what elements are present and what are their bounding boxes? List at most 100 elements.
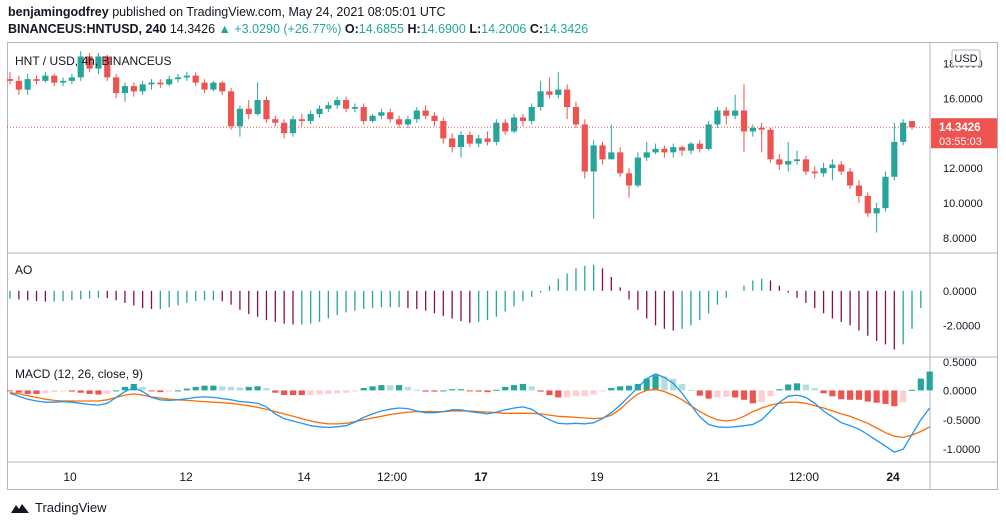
candle: [855, 180, 863, 203]
candle-body: [900, 122, 907, 142]
candle-body: [864, 195, 871, 214]
macd-hist-bar: [475, 390, 482, 392]
macd-axis-tick: 0.0000: [943, 385, 977, 397]
macd-hist-bar: [157, 390, 164, 393]
macd-hist-bar: [767, 390, 774, 397]
candle: [510, 114, 518, 134]
candle: [661, 145, 668, 158]
macd-hist-bar: [449, 389, 456, 391]
time-axis-tick: 21: [706, 470, 720, 484]
candle-body: [519, 117, 526, 121]
macd-hist-bar: [121, 386, 129, 391]
candle: [130, 82, 137, 97]
macd-hist-bar: [59, 390, 67, 392]
candle-body: [564, 89, 571, 108]
time-axis-tick: 10: [63, 470, 77, 484]
macd-hist-bar: [15, 390, 22, 393]
macd-hist-bar: [33, 390, 40, 394]
up-triangle-icon: ▲: [218, 22, 231, 36]
time-axis-tick: 12:00: [377, 470, 407, 484]
candle: [210, 80, 217, 92]
macd-hist-bar: [581, 390, 588, 397]
currency-box[interactable]: [951, 49, 981, 67]
footer-brand[interactable]: TradingView: [35, 500, 107, 515]
candle: [793, 150, 801, 165]
macd-axis-tick: -1.0000: [943, 444, 980, 456]
macd-hist-bar: [201, 385, 208, 391]
macd-hist-bar: [174, 390, 182, 392]
candle: [493, 119, 500, 146]
macd-hist-bar: [484, 390, 491, 393]
macd-hist-bar: [838, 390, 845, 400]
candle: [325, 101, 332, 113]
candle: [449, 133, 456, 153]
candle: [342, 96, 350, 113]
ao-pane[interactable]: [9, 264, 922, 350]
candle: [422, 105, 429, 120]
macd-hist-bar: [847, 390, 854, 400]
time-axis-tick: 12:00: [789, 470, 819, 484]
candle: [219, 80, 226, 95]
candle-body: [537, 91, 544, 108]
candle: [652, 143, 659, 155]
macd-hist-bar: [687, 389, 695, 391]
candle: [643, 141, 650, 162]
macd-hist-bar: [342, 390, 350, 393]
ao-axis-tick: -2.0000: [943, 320, 980, 332]
candle-body: [289, 119, 297, 134]
macd-hist-bar: [86, 390, 93, 394]
tradingview-logo-icon: [11, 503, 29, 513]
candle: [678, 145, 686, 156]
candle: [121, 82, 129, 102]
candle: [785, 141, 792, 172]
macd-hist-bar: [431, 390, 438, 392]
candle-body: [873, 208, 880, 214]
macd-hist-bar: [732, 390, 739, 398]
macd-hist-bar: [917, 378, 924, 391]
ao-axis-tick: 0.0000: [943, 286, 977, 298]
candle: [838, 161, 845, 176]
candle: [519, 114, 526, 127]
ao-pane-title: AO: [15, 263, 32, 277]
candle: [139, 80, 146, 95]
candle-body: [802, 159, 809, 172]
macd-line: [9, 373, 931, 453]
candle-body: [59, 80, 67, 83]
candle: [599, 141, 606, 165]
candle-body: [307, 114, 314, 121]
candle-body: [767, 129, 774, 160]
candle-body: [891, 141, 898, 177]
macd-hist-bar: [820, 390, 827, 394]
candle: [95, 52, 102, 74]
macd-hist-bar: [245, 386, 252, 391]
macd-hist-bar: [219, 386, 226, 391]
candle-body: [608, 152, 615, 160]
candle: [847, 168, 854, 189]
candle-body: [758, 127, 765, 130]
candle-body: [404, 119, 412, 125]
candle-body: [652, 148, 659, 153]
candle: [908, 121, 916, 130]
candle-body: [51, 75, 58, 83]
author-name[interactable]: benjamingodfrey: [8, 5, 109, 19]
candle-body: [325, 105, 332, 109]
macd-hist-bar: [95, 390, 102, 395]
candle-body: [378, 112, 385, 116]
macd-hist-bar: [670, 378, 677, 391]
low-value: 14.2006: [481, 22, 527, 36]
candle-body: [838, 164, 845, 172]
candle-body: [422, 110, 429, 116]
candle-body: [42, 75, 49, 81]
macd-hist-bar: [404, 386, 412, 391]
macd-hist-bar: [210, 385, 217, 391]
macd-hist-bar: [528, 386, 535, 391]
candle-body: [360, 107, 367, 121]
macd-pane[interactable]: [6, 371, 933, 453]
low-label: L:: [469, 22, 482, 36]
macd-hist-bar: [625, 385, 633, 391]
candle: [42, 72, 49, 83]
macd-hist-bar: [466, 390, 473, 392]
candle-body: [113, 77, 120, 94]
price-pane[interactable]: [6, 51, 930, 233]
